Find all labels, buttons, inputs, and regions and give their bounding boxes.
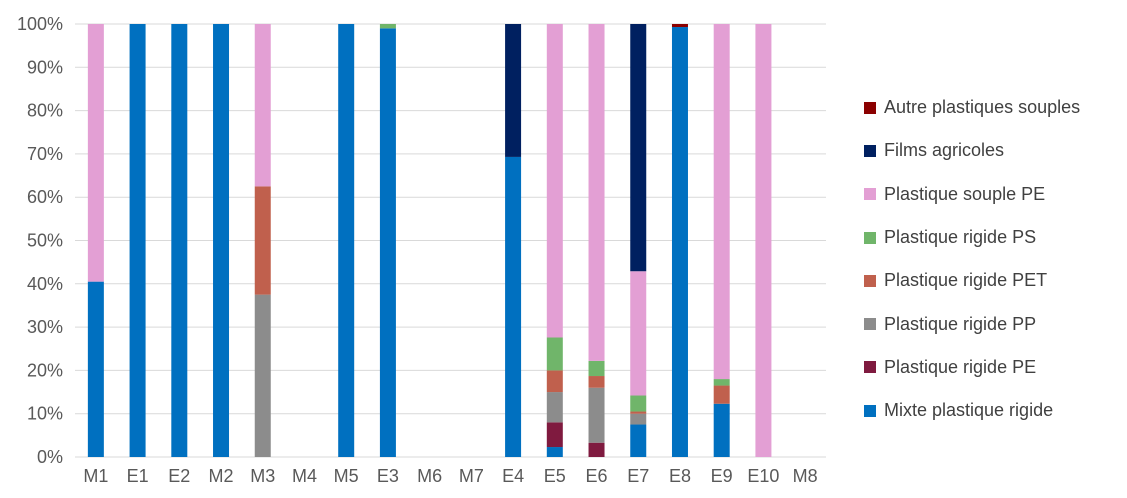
y-tick-label: 90% (27, 57, 63, 77)
x-axis: M1 E1 E2 M2 M3 M4 M5 E3 M6 M7 E4 E5 E6 E7 E8 E9 E10 M8 (83, 466, 817, 486)
bar-segment (713, 385, 730, 404)
bar-segment (755, 24, 772, 457)
y-tick-label: 70% (27, 144, 63, 164)
bar-segment (338, 24, 355, 457)
bar-segment (254, 186, 271, 295)
legend-label: Plastique rigide PET (884, 270, 1048, 291)
bar-segment (87, 24, 104, 282)
bar-segment (630, 413, 647, 425)
legend-item: Films agricoles (864, 129, 1080, 172)
bar-segment (630, 271, 647, 396)
y-tick-label: 60% (27, 187, 63, 207)
legend-item: Plastique rigide PS (864, 216, 1080, 259)
bar-segment (546, 447, 563, 457)
bar-segment (588, 360, 605, 377)
y-tick-label: 0% (37, 447, 63, 467)
y-axis: 0% 10% 20% 30% 40% 50% 60% 70% 80% 90% 100% (17, 14, 63, 467)
bar-segment (588, 24, 605, 361)
x-tick-label: E1 (127, 466, 149, 486)
bar-segment (129, 24, 146, 457)
legend-label: Plastique rigide PE (884, 356, 1037, 377)
legend-swatch (864, 274, 876, 287)
legend-label: Plastique souple PE (884, 183, 1046, 204)
bar-segment (713, 24, 730, 380)
bar-segment (546, 24, 563, 338)
legend-label: Plastique rigide PP (884, 313, 1037, 334)
bar-segment (505, 156, 522, 457)
legend-item: Plastique rigide PET (864, 259, 1080, 302)
bar-segment (171, 24, 188, 457)
x-tick-label: E5 (544, 466, 566, 486)
y-tick-label: 20% (27, 360, 63, 380)
x-tick-label: M8 (793, 466, 818, 486)
legend-item: Plastique souple PE (864, 173, 1080, 216)
bar-segment (671, 27, 688, 457)
bars (87, 24, 772, 458)
bar-segment (546, 422, 563, 448)
legend-swatch (864, 188, 876, 201)
x-tick-label: E2 (168, 466, 190, 486)
legend: Autre plastiques souples Films agricoles P… (864, 86, 1080, 432)
bar-segment (379, 28, 396, 458)
x-tick-label: E6 (586, 466, 608, 486)
legend-label: Mixte plastique rigide (884, 400, 1054, 421)
x-tick-label: M5 (334, 466, 359, 486)
x-tick-label: E4 (502, 466, 524, 486)
bar-segment (588, 387, 605, 443)
bar-segment (588, 442, 605, 457)
x-tick-label: E9 (711, 466, 733, 486)
gridlines (75, 23, 826, 458)
x-tick-label: M6 (417, 466, 442, 486)
y-tick-label: 30% (27, 317, 63, 337)
bar-segment (546, 370, 563, 393)
x-tick-label: M7 (459, 466, 484, 486)
x-tick-label: M1 (83, 466, 108, 486)
legend-item: Autre plastiques souples (864, 86, 1080, 129)
bar-segment (505, 24, 522, 157)
bar-segment (213, 24, 230, 457)
legend-label: Plastique rigide PS (884, 227, 1037, 248)
legend-item: Mixte plastique rigide (864, 389, 1080, 432)
legend-swatch (864, 101, 876, 114)
x-tick-label: M3 (250, 466, 275, 486)
bar-segment (87, 281, 104, 457)
y-tick-label: 40% (27, 274, 63, 294)
legend-swatch (864, 404, 876, 417)
bar-segment (630, 24, 647, 272)
bar-segment (630, 395, 647, 412)
y-tick-label: 100% (17, 14, 63, 34)
bar-segment (588, 376, 605, 388)
bar-segment (713, 403, 730, 457)
legend-swatch (864, 144, 876, 157)
x-tick-label: M4 (292, 466, 317, 486)
bar-segment (379, 24, 396, 29)
bar-segment (254, 24, 271, 187)
legend-swatch (864, 231, 876, 244)
bar-segment (546, 337, 563, 371)
legend-item: Plastique rigide PP (864, 302, 1080, 345)
x-tick-label: M2 (209, 466, 234, 486)
x-tick-label: E3 (377, 466, 399, 486)
bar-segment (630, 411, 647, 414)
legend-swatch (864, 361, 876, 374)
legend-item: Plastique rigide PE (864, 346, 1080, 389)
x-tick-label: E10 (747, 466, 779, 486)
bar-segment (546, 392, 563, 423)
y-tick-label: 80% (27, 101, 63, 121)
legend-label: Films agricoles (884, 140, 1005, 161)
bar-segment (254, 294, 271, 457)
y-tick-label: 50% (27, 231, 63, 251)
legend-label: Autre plastiques souples (884, 97, 1081, 118)
y-tick-label: 10% (27, 404, 63, 424)
bar-segment (671, 24, 688, 28)
x-tick-label: E7 (627, 466, 649, 486)
bar-segment (630, 424, 647, 457)
legend-swatch (864, 318, 876, 331)
x-tick-label: E8 (669, 466, 691, 486)
bar-segment (713, 379, 730, 386)
